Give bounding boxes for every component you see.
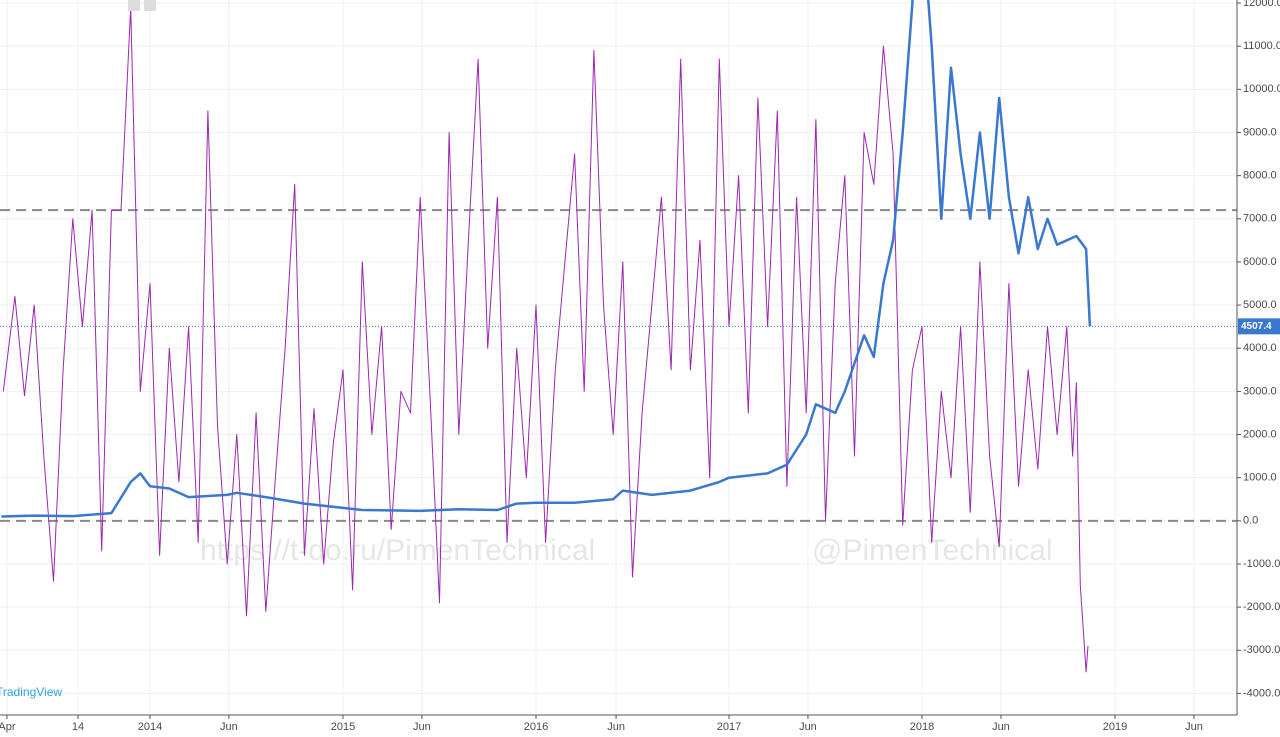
- y-tick-label: 2000.0: [1243, 428, 1277, 440]
- y-tick-label: 5000.0: [1243, 299, 1277, 311]
- x-tick-label: Jun: [607, 721, 625, 733]
- x-tick-label: 2016: [524, 721, 548, 733]
- icon[interactable]: [128, 0, 140, 11]
- x-tick-label: 14: [72, 721, 84, 733]
- y-tick-label: 9000.0: [1243, 126, 1277, 138]
- y-tick-label: 4000.0: [1243, 342, 1277, 354]
- watermark: https://t-do.ru/PimenTechnical: [200, 534, 595, 567]
- y-tick-label: 11000.0: [1243, 40, 1280, 52]
- y-tick-label: -2000.0: [1243, 601, 1280, 613]
- y-tick-label: 10000.0: [1243, 83, 1280, 95]
- x-tick-label: 2014: [138, 721, 162, 733]
- y-tick-label: 6000.0: [1243, 256, 1277, 268]
- y-tick-label: -4000.0: [1243, 687, 1280, 699]
- y-tick-label: 0.0: [1243, 515, 1258, 527]
- last-value-badge: [1238, 318, 1280, 335]
- x-tick-label: Jun: [1185, 721, 1203, 733]
- y-tick-label: -1000.0: [1243, 558, 1280, 570]
- x-tick-label: 2019: [1103, 721, 1127, 733]
- last-value-label: 4507.4: [1241, 321, 1272, 332]
- x-tick-label: Jun: [413, 721, 431, 733]
- icon[interactable]: [144, 0, 156, 11]
- logo: TradingView: [0, 685, 62, 699]
- x-tick-label: Jun: [799, 721, 817, 733]
- y-tick-label: -3000.0: [1243, 644, 1280, 656]
- x-tick-label: Jun: [220, 721, 238, 733]
- y-tick-label: 8000.0: [1243, 170, 1277, 182]
- y-tick-label: 3000.0: [1243, 385, 1277, 397]
- y-tick-label: 12000.0: [1243, 0, 1280, 9]
- y-tick-label: 1000.0: [1243, 472, 1277, 484]
- x-tick-label: 2017: [717, 721, 741, 733]
- x-tick-label: 2018: [910, 721, 934, 733]
- line-series: [2, 6, 1089, 673]
- y-tick-label: 7000.0: [1243, 213, 1277, 225]
- line-series: [1, 0, 1092, 518]
- x-tick-label: Jun: [992, 721, 1010, 733]
- x-tick-label: Apr: [0, 721, 16, 733]
- x-tick-label: 2015: [331, 721, 355, 733]
